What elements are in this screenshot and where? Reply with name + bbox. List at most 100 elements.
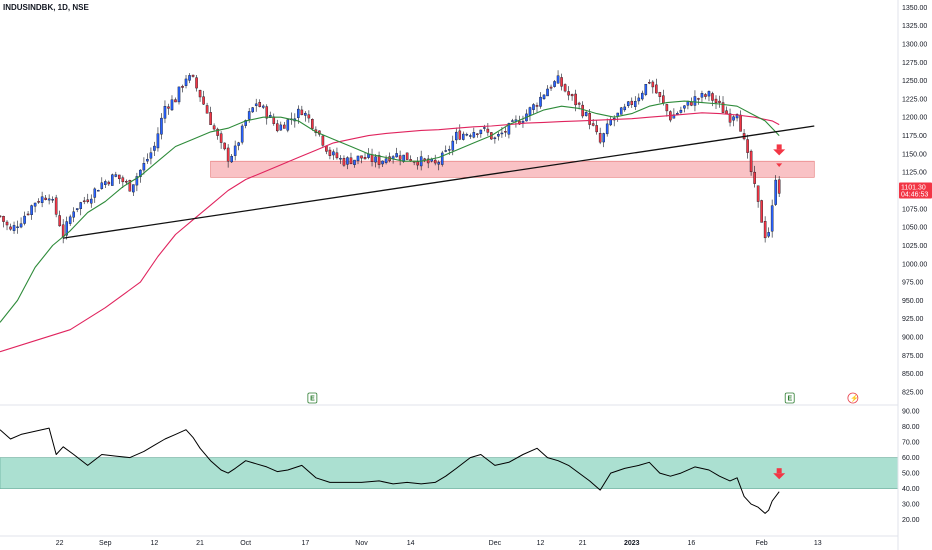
candle-body (279, 124, 283, 131)
sell-arrow-icon (773, 144, 786, 156)
candle-body (82, 200, 86, 203)
time-tick-label: 14 (407, 540, 415, 547)
candle-body (732, 116, 735, 121)
candle-body (283, 124, 286, 129)
dividend-marker-label: ⚡ (850, 394, 859, 403)
candle-body (535, 105, 539, 107)
current-price-tag (899, 182, 932, 199)
candle-body (570, 94, 574, 97)
earnings-marker-icon[interactable] (784, 392, 795, 404)
candle-body (339, 157, 342, 160)
rsi-axis[interactable]: 20.00 30.00 40.00 50.00 60.00 70.00 80.00 90.00 (902, 409, 920, 524)
candle-body (54, 197, 58, 215)
candle-body (560, 77, 563, 87)
candle-body (665, 104, 669, 112)
candle-body (170, 99, 174, 111)
candle-body (584, 112, 588, 116)
candle-body (658, 92, 662, 97)
candle-body (662, 95, 665, 104)
candle-body (47, 198, 51, 201)
candle-body (521, 120, 525, 123)
candle-body (542, 94, 546, 99)
candle-body (16, 226, 19, 229)
candle-body (68, 216, 72, 224)
dividend-marker-icon[interactable] (847, 392, 859, 404)
candle-body (440, 152, 444, 165)
price-tick-label: 1275.00 (902, 60, 927, 67)
candle-body (272, 116, 276, 124)
rsi-tick-label: 60.00 (902, 455, 920, 462)
candle-body (258, 102, 262, 107)
candle-body (177, 86, 181, 103)
rsi-zone (0, 457, 899, 489)
candle-body (346, 157, 349, 165)
candle-body (556, 75, 560, 84)
candle-body (539, 96, 542, 107)
candle-body (574, 93, 577, 106)
resistance-zone (210, 160, 815, 178)
time-tick-label: 13 (814, 540, 822, 547)
candle-body (630, 100, 634, 105)
candle-body (609, 119, 612, 126)
price-tick-label: 825.00 (902, 390, 924, 397)
time-tick-label: Feb (756, 540, 768, 547)
candle-body (209, 112, 212, 125)
candle-body (254, 103, 258, 106)
marker-triangle-icon (776, 163, 783, 168)
candle-body (444, 150, 448, 152)
candle-body (251, 107, 254, 113)
candle-body (205, 105, 209, 114)
candle-body (12, 225, 16, 231)
candle-body (212, 125, 216, 130)
candle-body (655, 84, 658, 94)
earnings-marker-icon[interactable] (307, 392, 318, 404)
candle-body (581, 104, 584, 117)
price-tick-label: 1175.00 (902, 133, 927, 140)
time-axis[interactable]: 22 Sep 12 21 Oct 17 Nov 14 Dec 12 21 2023 16 Feb 13 (56, 540, 822, 547)
candle-body (118, 174, 121, 180)
support-trendline[interactable] (63, 125, 815, 239)
candle-body (111, 174, 114, 186)
candle-body (711, 93, 714, 101)
candle-body (132, 184, 135, 193)
candle-body (181, 85, 184, 88)
candle-body (121, 177, 125, 183)
candle-body (760, 200, 763, 223)
price-tick-label: 1225.00 (902, 96, 927, 103)
candle-body (328, 149, 332, 156)
candle-body (641, 92, 644, 100)
earnings-marker-label: E (310, 396, 315, 403)
candle-body (426, 158, 430, 164)
candle-body (247, 111, 251, 120)
candle-body (275, 123, 279, 132)
price-tick-label: 1150.00 (902, 151, 927, 158)
candle-body (139, 169, 142, 178)
candle-body (479, 129, 483, 135)
current-price-value: 1101.30 (901, 185, 926, 192)
candle-body (598, 133, 602, 143)
candle-body (107, 181, 111, 185)
candle-body (679, 109, 683, 113)
candle-body (370, 154, 374, 162)
arrow-shaft (776, 468, 782, 474)
candle-body (493, 137, 497, 140)
price-axis[interactable]: 825.00 850.00 875.00 900.00 925.00 950.00 975.… (899, 5, 932, 397)
candle-body (447, 149, 451, 151)
candle-body (156, 133, 160, 149)
candle-body (297, 108, 300, 118)
time-tick-label: 22 (56, 540, 64, 547)
candle-body (602, 133, 605, 143)
fast-moving-average-line (0, 100, 780, 323)
candle-body (332, 151, 335, 156)
candle-body (718, 100, 721, 103)
candle-body (577, 102, 581, 105)
time-tick-label: 12 (151, 540, 159, 547)
candle-body (546, 88, 549, 97)
candle-body (405, 152, 409, 160)
candle-body (458, 130, 462, 140)
candle-body (633, 100, 637, 107)
candle-body (37, 201, 40, 203)
rsi-tick-label: 70.00 (902, 440, 920, 447)
candle-body (79, 202, 83, 209)
